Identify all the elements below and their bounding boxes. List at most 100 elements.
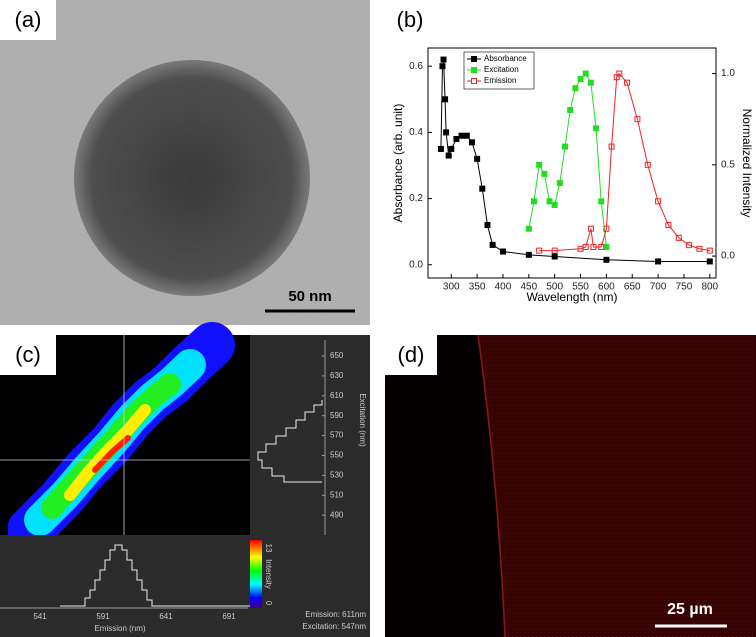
data-point — [706, 258, 713, 265]
colorbar-label: Intensity — [264, 559, 273, 589]
colorbar-min: 0 — [264, 601, 273, 606]
y-tick-label: 0.6 — [409, 61, 423, 72]
y-axis-label: Absorbance (arb. unit) — [391, 104, 405, 223]
legend-label: Absorbance — [484, 54, 527, 63]
y2-axis-label: Normalized Intensity — [740, 109, 754, 218]
data-point — [593, 125, 600, 132]
data-point — [590, 243, 597, 250]
excitation-profile — [250, 335, 370, 535]
data-point — [572, 85, 579, 92]
data-point — [634, 116, 641, 123]
data-point — [608, 143, 615, 150]
y2-tick-label: 0.0 — [721, 251, 735, 262]
x-tick-label: 750 — [676, 282, 693, 293]
legend-marker — [471, 67, 477, 73]
y-tick-label: 0.2 — [409, 193, 423, 204]
data-point — [655, 198, 662, 205]
data-point — [448, 145, 455, 152]
panel-d: (d) 25 µm — [385, 334, 756, 637]
legend-marker — [471, 56, 477, 62]
x-tick-label: 450 — [520, 282, 537, 293]
x-tick-label: 541 — [33, 612, 47, 621]
x-axis-label: Emission (nm) — [94, 624, 145, 633]
data-point — [644, 161, 651, 168]
data-point — [551, 253, 558, 260]
x-tick-label: 691 — [222, 612, 236, 621]
data-point — [474, 155, 481, 162]
data-point — [536, 161, 543, 168]
data-point — [624, 79, 631, 86]
x-tick-label: 550 — [572, 282, 589, 293]
y-tick-label: 530 — [330, 471, 344, 480]
data-point — [665, 222, 672, 229]
panel-label: (d) — [398, 342, 425, 367]
data-point — [556, 180, 563, 187]
data-point — [567, 107, 574, 114]
scale-bar-label: 50 nm — [288, 288, 331, 305]
data-point — [440, 56, 447, 63]
legend-label: Excitation — [484, 65, 519, 74]
edge — [477, 334, 506, 637]
legend-label: Emission — [484, 76, 516, 85]
x-axis-label: Wavelength (nm) — [527, 290, 618, 304]
y-tick-label: 0.4 — [409, 127, 423, 138]
panel-a: (a) 50 nm — [0, 0, 370, 325]
data-point — [468, 139, 475, 146]
data-point — [443, 129, 450, 136]
data-point — [445, 152, 452, 159]
x-tick-label: 600 — [598, 282, 615, 293]
y-tick-label: 550 — [330, 451, 344, 460]
data-point — [489, 241, 496, 248]
y2-tick-label: 0.5 — [721, 159, 735, 170]
label-box — [385, 335, 437, 375]
heatmap-band — [7, 322, 235, 553]
y-axis-label: Excitation (nm) — [358, 393, 367, 447]
data-point — [603, 243, 610, 250]
data-point — [442, 96, 449, 103]
label-box — [0, 335, 56, 375]
dark-region — [385, 335, 505, 637]
y-tick-label: 490 — [330, 510, 344, 519]
data-point — [536, 247, 543, 254]
data-point — [437, 145, 444, 152]
panel-c: (c) Excitation (nm) Emission (nm) 13 Int… — [0, 322, 370, 637]
data-point — [541, 170, 548, 177]
particle — [74, 60, 310, 296]
x-tick-label: 700 — [650, 282, 667, 293]
data-point — [525, 251, 532, 258]
data-point — [582, 70, 589, 77]
x-tick-label: 650 — [624, 282, 641, 293]
data-point — [439, 63, 446, 70]
series-line — [528, 72, 607, 248]
colorbar — [250, 540, 262, 608]
data-point — [551, 201, 558, 208]
data-point — [598, 243, 605, 250]
data-point — [463, 132, 470, 139]
x-tick-label: 641 — [159, 612, 173, 621]
y-tick-label: 510 — [330, 490, 344, 499]
data-point — [499, 248, 506, 255]
data-point — [525, 225, 532, 232]
panel-label: (a) — [15, 7, 42, 32]
legend-marker — [471, 78, 477, 84]
y-tick-label: 610 — [330, 391, 344, 400]
emission-profile — [0, 535, 370, 637]
data-point — [530, 198, 537, 205]
series-line — [539, 72, 710, 252]
x-tick-label: 500 — [546, 282, 563, 293]
x-tick-label: 300 — [443, 282, 460, 293]
panel-b: (b) Wavelength (nm) Absorbance (arb. uni… — [391, 7, 754, 304]
data-point — [587, 79, 594, 86]
data-point — [655, 258, 662, 265]
x-tick-label: 800 — [701, 282, 718, 293]
data-point — [479, 185, 486, 192]
label-box — [0, 0, 56, 40]
data-point — [696, 245, 703, 252]
data-point — [582, 243, 589, 250]
y-tick-label: 590 — [330, 411, 344, 420]
data-point — [577, 76, 584, 83]
readout: Emission: 611nm — [305, 610, 366, 619]
y-tick-label: 650 — [330, 351, 344, 360]
data-point — [551, 247, 558, 254]
